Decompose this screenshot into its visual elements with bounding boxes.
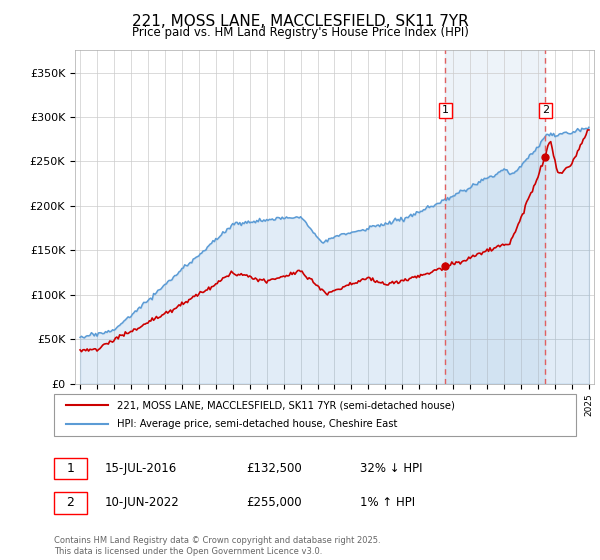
Text: 221, MOSS LANE, MACCLESFIELD, SK11 7YR: 221, MOSS LANE, MACCLESFIELD, SK11 7YR (131, 14, 469, 29)
Text: HPI: Average price, semi-detached house, Cheshire East: HPI: Average price, semi-detached house,… (117, 419, 397, 429)
Text: 1: 1 (442, 105, 449, 115)
Text: 221, MOSS LANE, MACCLESFIELD, SK11 7YR (semi-detached house): 221, MOSS LANE, MACCLESFIELD, SK11 7YR (… (117, 400, 455, 410)
Text: 10-JUN-2022: 10-JUN-2022 (105, 496, 180, 510)
Text: £132,500: £132,500 (246, 462, 302, 475)
Text: Contains HM Land Registry data © Crown copyright and database right 2025.
This d: Contains HM Land Registry data © Crown c… (54, 536, 380, 556)
Text: 2: 2 (542, 105, 549, 115)
Text: 15-JUL-2016: 15-JUL-2016 (105, 462, 177, 475)
Text: 2: 2 (67, 496, 74, 510)
Text: Price paid vs. HM Land Registry's House Price Index (HPI): Price paid vs. HM Land Registry's House … (131, 26, 469, 39)
Text: 32% ↓ HPI: 32% ↓ HPI (360, 462, 422, 475)
Text: £255,000: £255,000 (246, 496, 302, 510)
Text: 1: 1 (67, 462, 74, 475)
Bar (445, 50, 545, 384)
Text: 1% ↑ HPI: 1% ↑ HPI (360, 496, 415, 510)
